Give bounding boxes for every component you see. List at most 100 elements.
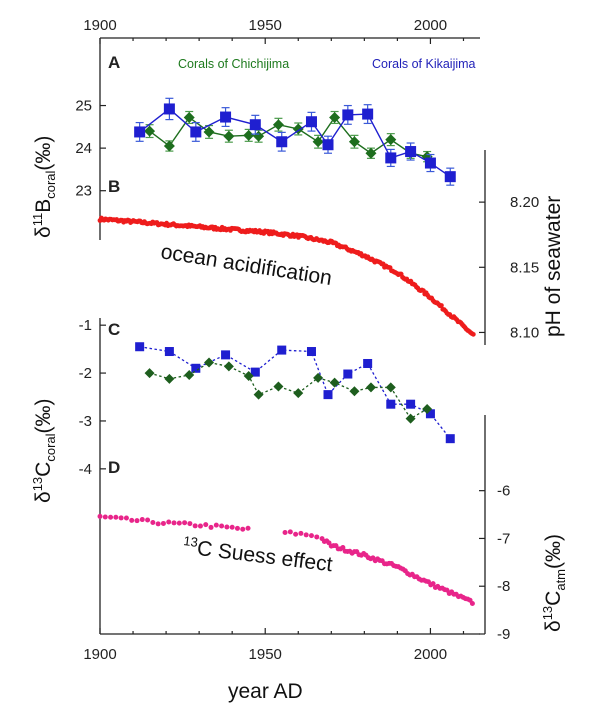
- data-point-c: [273, 381, 284, 392]
- atm-d13c-point: [229, 524, 235, 530]
- atm-d13c-point: [155, 521, 161, 527]
- atm-d13c-point: [303, 532, 309, 538]
- atm-d13c-point: [197, 523, 203, 529]
- atm-d13c-point: [340, 545, 346, 551]
- data-point-a: [405, 146, 417, 158]
- panel-label-c: C: [108, 320, 120, 339]
- y-tick-label-b: 8.10: [510, 324, 539, 341]
- data-point-a: [203, 126, 215, 138]
- data-point-c: [313, 372, 324, 383]
- atm-d13c-point: [118, 515, 124, 521]
- atm-d13c-point: [187, 521, 193, 527]
- y-axis-title-a: δ11Bcoral(‰): [30, 136, 58, 238]
- data-point-c: [223, 361, 234, 372]
- data-point-c: [164, 347, 174, 357]
- data-point-c: [425, 409, 435, 419]
- y-tick-label-b: 8.15: [510, 259, 539, 276]
- data-point-a: [134, 126, 146, 138]
- data-layer: [97, 97, 476, 607]
- data-point-c: [445, 434, 455, 444]
- data-point-c: [349, 386, 360, 397]
- annotation-suess-effect: 13C Suess effect: [181, 533, 334, 576]
- data-point-c: [385, 382, 396, 393]
- atm-d13c-point: [314, 534, 320, 540]
- atm-d13c-point: [203, 522, 209, 528]
- data-point-a: [312, 136, 324, 148]
- y-tick-label-a: 23: [75, 183, 92, 200]
- data-point-a: [444, 171, 456, 183]
- x-axis-title: year AD: [228, 680, 303, 703]
- data-point-a: [223, 130, 235, 142]
- atm-d13c-point: [192, 523, 198, 529]
- series-line-c-0: [139, 346, 451, 440]
- data-point-c: [422, 403, 433, 414]
- data-point-a: [424, 157, 436, 169]
- atm-d13c-point: [308, 533, 314, 539]
- data-point-a: [183, 111, 195, 123]
- atm-d13c-point: [160, 520, 166, 526]
- atm-d13c-point: [240, 526, 246, 532]
- data-point-a: [272, 119, 284, 131]
- atm-d13c-point: [134, 518, 140, 524]
- ph-point: [470, 331, 476, 337]
- data-point-a: [365, 147, 377, 159]
- data-point-a: [220, 111, 232, 123]
- data-point-a: [144, 125, 156, 137]
- atm-d13c-point: [469, 601, 475, 607]
- data-point-c: [323, 390, 333, 400]
- legend-chichijima: Corals of Chichijima: [178, 57, 289, 71]
- data-point-c: [253, 389, 264, 400]
- series-line-c-1: [149, 361, 428, 420]
- data-point-c: [293, 388, 304, 399]
- y-axis-title-d: δ13Catm(‰): [540, 534, 568, 632]
- legend-kikaijima: Corals of Kikaijima: [372, 57, 476, 71]
- top-x-tick-label: 1950: [249, 17, 282, 34]
- y-tick-label-c: -2: [79, 365, 92, 382]
- atm-d13c-point: [298, 530, 304, 536]
- data-point-a: [329, 111, 341, 123]
- data-point-c: [204, 357, 215, 368]
- ph-point: [439, 303, 444, 308]
- axes-layer: 1900 1950 2000 1900 1950 2000 23 24 25 8.10 8.15 8.…: [75, 17, 539, 663]
- data-point-c: [277, 345, 287, 355]
- data-point-a: [362, 108, 374, 120]
- top-x-tick-label: 2000: [414, 17, 447, 34]
- y-tick-label-b: 8.20: [510, 194, 539, 211]
- atm-d13c-point: [182, 520, 188, 526]
- data-point-a: [276, 136, 288, 148]
- data-point-c: [306, 347, 316, 357]
- atm-d13c-point: [224, 524, 230, 530]
- atm-d13c-point: [139, 517, 145, 523]
- data-point-a: [249, 119, 261, 131]
- atm-d13c-point: [113, 514, 119, 520]
- y-tick-label-a: 25: [75, 98, 92, 115]
- atm-d13c-point: [430, 581, 436, 587]
- series-line-a-0: [149, 116, 428, 158]
- y-tick-label-c: -4: [79, 461, 92, 478]
- data-point-c: [221, 350, 231, 360]
- data-point-c: [243, 370, 254, 381]
- data-point-a: [190, 126, 202, 138]
- data-point-c: [191, 363, 201, 373]
- y-tick-label-a: 24: [75, 140, 92, 157]
- data-point-c: [386, 399, 396, 409]
- atm-d13c-point: [166, 519, 172, 525]
- y-tick-label-d: -7: [497, 530, 510, 547]
- atm-d13c-point: [176, 520, 182, 526]
- y-tick-label-d: -9: [497, 626, 510, 643]
- y-axis-title-b: pH of seawater: [542, 196, 565, 337]
- bottom-x-tick-label: 1950: [249, 646, 282, 663]
- atm-d13c-point: [287, 529, 293, 535]
- data-point-c: [135, 342, 145, 352]
- atm-d13c-point: [108, 514, 114, 520]
- atm-d13c-point: [123, 515, 129, 521]
- data-point-a: [163, 140, 175, 152]
- y-axis-title-c: δ13Ccoral(‰): [30, 398, 58, 503]
- y-tick-label-d: -8: [497, 578, 510, 595]
- atm-d13c-point: [282, 529, 288, 535]
- atm-d13c-point: [145, 517, 151, 523]
- y-tick-label-c: -3: [79, 413, 92, 430]
- atm-d13c-point: [293, 531, 299, 537]
- atm-d13c-point: [245, 525, 251, 531]
